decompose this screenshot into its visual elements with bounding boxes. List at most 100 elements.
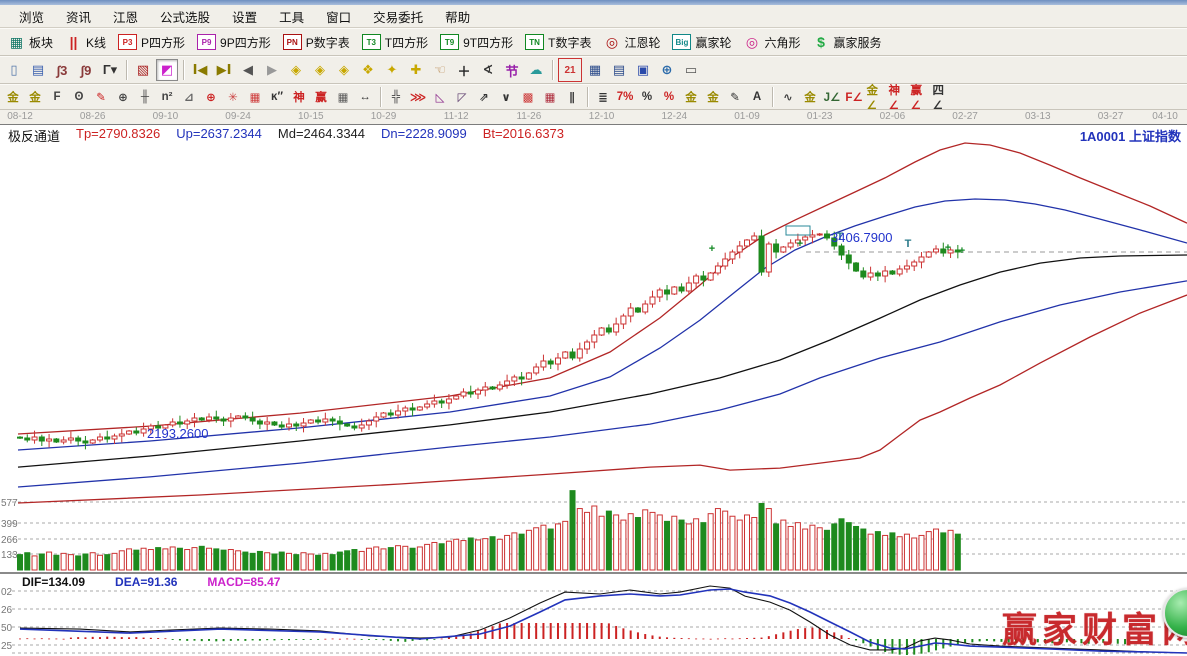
list-partial-icon[interactable]: ▯ [3, 59, 25, 81]
chart-9-icon[interactable]: ∫9 [75, 59, 97, 81]
fan-lines-icon[interactable]: ⋙ [409, 92, 427, 104]
gold-angle-icon[interactable]: 金∠ [866, 85, 879, 112]
t-square-button[interactable]: T3 T四方形 [356, 30, 434, 54]
menu-item[interactable]: 工具 [279, 10, 305, 25]
pattern-icon[interactable]: ▧ [132, 59, 154, 81]
ying-tool-icon[interactable]: 赢 [315, 92, 327, 104]
menu-item[interactable]: 浏览 [19, 10, 45, 25]
gold-under-icon[interactable]: 金 [804, 92, 816, 104]
diamond-right-icon[interactable]: ◈ [309, 59, 331, 81]
red-grid2-icon[interactable]: ▦ [544, 92, 556, 104]
menu-item[interactable]: 设置 [232, 10, 258, 25]
ying-angle-icon[interactable]: 赢∠ [910, 85, 923, 112]
grid-123-icon[interactable]: ▦ [337, 92, 349, 104]
menu-item[interactable]: 江恩 [113, 10, 139, 25]
prev-page-icon[interactable]: ◀ [237, 59, 259, 81]
angle-measure-icon[interactable]: ∢ [477, 59, 499, 81]
fan-box-icon[interactable]: ◺ [435, 92, 445, 104]
cloud-icon[interactable]: ☁ [525, 59, 547, 81]
first-page-icon[interactable]: Ⅰ◀ [189, 59, 211, 81]
p-number-button[interactable]: PN P数字表 [277, 30, 356, 54]
save-icon[interactable]: ▣ [632, 59, 654, 81]
circle-ruler-icon[interactable]: ⊕ [118, 92, 128, 104]
date-tick: 11-26 [516, 111, 542, 122]
n-square-icon[interactable]: n² [161, 91, 173, 103]
stats-icon[interactable]: ≣ [598, 92, 608, 104]
f-angle-icon[interactable]: F∠ [845, 92, 863, 104]
check-lines-icon[interactable]: ∨ [501, 92, 511, 104]
winner-service-button[interactable]: $ 赢家服务 [807, 30, 888, 54]
gold-circle-icon[interactable]: 金 [685, 92, 697, 104]
menu-item[interactable]: 帮助 [445, 10, 471, 25]
crosshair-icon[interactable]: ＋ [453, 59, 475, 81]
up-value: Up=2637.2344 [176, 126, 262, 141]
j-angle-icon[interactable]: J∠ [823, 92, 841, 104]
si-angle-icon[interactable]: 四∠ [932, 85, 945, 112]
last-page-icon[interactable]: ▶Ⅰ [213, 59, 235, 81]
gann-wheel-button[interactable]: ◎ 江恩轮 [597, 30, 666, 54]
red-grid-icon[interactable]: ▩ [522, 92, 534, 104]
step-line-dropdown-icon[interactable]: Γ▾ [99, 59, 121, 81]
red-dots-icon[interactable]: ✳ [228, 92, 238, 104]
pen-flag-icon[interactable]: ✎ [730, 92, 740, 104]
diamond-move-icon[interactable]: ✚ [405, 59, 427, 81]
winner-wheel-button[interactable]: Big 赢家轮 [666, 30, 737, 54]
web-icon[interactable]: ⊕ [656, 59, 678, 81]
k-mark-icon[interactable]: ĸ″ [271, 91, 283, 103]
gold-ruler2-icon[interactable]: 金 [29, 92, 41, 104]
calculator-icon[interactable]: ▦ [584, 59, 606, 81]
a-line-icon[interactable]: A [752, 91, 762, 103]
next-page-icon[interactable]: ▶ [261, 59, 283, 81]
notebook-icon[interactable]: ▤ [27, 59, 49, 81]
percent7-icon[interactable]: 7% [616, 91, 634, 103]
f-ruler-icon[interactable]: F [53, 91, 61, 103]
box-tool-icon[interactable]: ╬ [391, 91, 401, 103]
diamond-star-icon[interactable]: ❖ [357, 59, 379, 81]
hexagon-button[interactable]: ◎ 六角形 [737, 30, 806, 54]
gold-line-icon[interactable]: 金 [707, 92, 719, 104]
diamond-left-icon[interactable]: ◈ [285, 59, 307, 81]
p-square-button[interactable]: P3 P四方形 [112, 30, 191, 54]
macd-axis-label: 02 [1, 587, 13, 598]
wave-icon[interactable]: ∿ [783, 92, 793, 104]
chart-3-icon[interactable]: ∫3 [51, 59, 73, 81]
hand-icon[interactable]: ☜ [429, 59, 451, 81]
print-icon[interactable]: ▭ [680, 59, 702, 81]
span-arrows-icon[interactable]: ↔ [359, 91, 371, 103]
tick-ruler-icon[interactable]: ╫ [140, 91, 150, 103]
chart-area[interactable]: 08-12 08-26 09-10 09-24 10-15 10-29 11-12 11-26… [0, 110, 1187, 656]
mirror-angle-icon[interactable]: ⊿ [184, 92, 194, 104]
red-gridbox-icon[interactable]: ▦ [249, 92, 261, 104]
color-chart-icon[interactable]: ◩ [156, 59, 178, 81]
t9-square-button[interactable]: T9 9T四方形 [434, 30, 519, 54]
kline-button[interactable]: || K线 [59, 30, 112, 54]
t-number-button[interactable]: TN T数字表 [519, 30, 597, 54]
menu-item[interactable]: 窗口 [326, 10, 352, 25]
notes-icon[interactable]: ▤ [608, 59, 630, 81]
shen-tool-icon[interactable]: 神 [293, 92, 305, 104]
parallel-lines-icon[interactable]: ∥ [569, 92, 575, 104]
toolbar-label: 9P四方形 [220, 35, 271, 50]
window-top-edge [0, 0, 1187, 5]
volume-axis-label: 399 [1, 519, 18, 530]
calendar-icon[interactable]: 21 [558, 58, 582, 82]
sector-button[interactable]: ▦ 板块 [2, 30, 59, 54]
percent-icon[interactable]: % [641, 91, 653, 103]
brush-icon[interactable]: ✎ [96, 92, 106, 104]
price-chart-canvas[interactable]: 577 399 266 133 02 26 50 25 + + T T + +3406.7900 2193.… [0, 124, 1187, 656]
diag-box-icon[interactable]: ◸ [457, 92, 467, 104]
diamond-axis-icon[interactable]: ✦ [381, 59, 403, 81]
spiral-icon[interactable]: ʘ [74, 91, 84, 103]
menu-item[interactable]: 公式选股 [160, 10, 211, 25]
gold-ruler-icon[interactable]: 金 [7, 92, 19, 104]
diamond-split-icon[interactable]: ◈ [333, 59, 355, 81]
indicator-name: 极反通道 [8, 129, 61, 144]
shen-angle-icon[interactable]: 神∠ [888, 85, 901, 112]
percent-line-icon[interactable]: % [663, 91, 675, 103]
menu-item[interactable]: 交易委托 [373, 10, 424, 25]
p9-square-button[interactable]: P9 9P四方形 [191, 30, 277, 54]
menu-item[interactable]: 资讯 [66, 10, 92, 25]
red-target-icon[interactable]: ⊕ [206, 92, 216, 104]
gann-festival-icon[interactable]: 节 [501, 59, 523, 81]
trend-arrow-icon[interactable]: ⇗ [479, 92, 489, 104]
